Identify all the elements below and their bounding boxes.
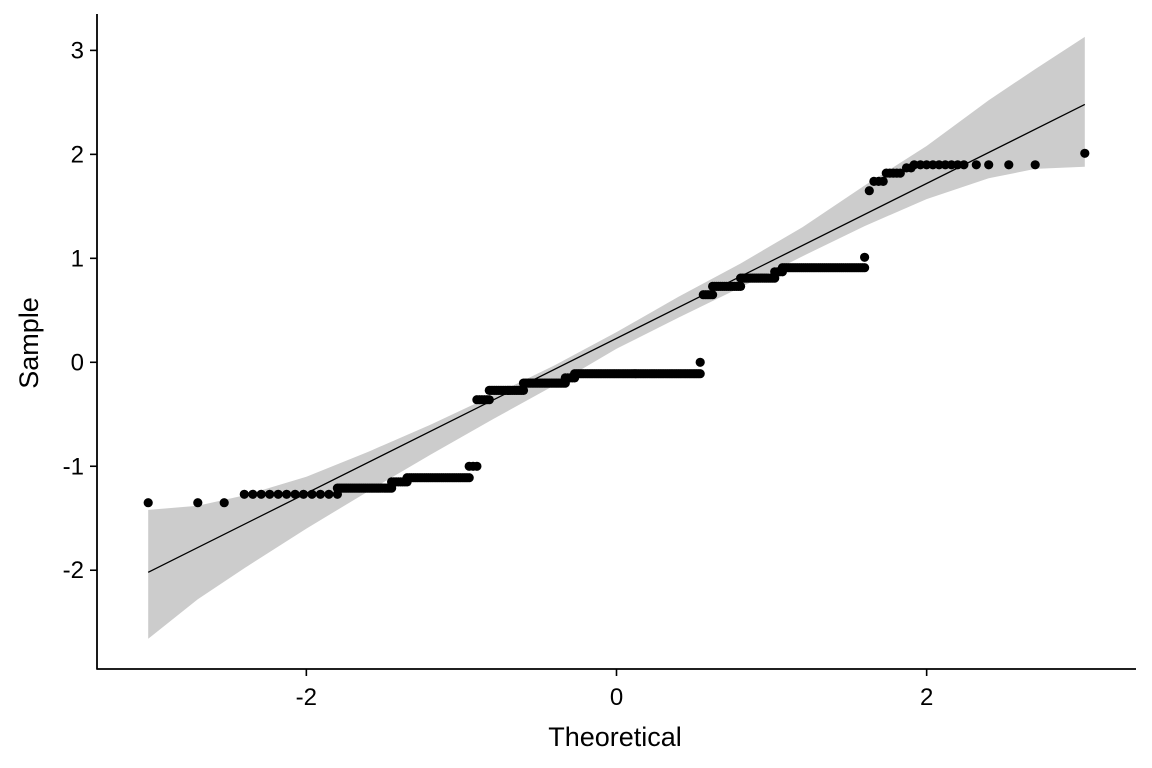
y-tick-label: 3 — [71, 37, 84, 64]
reference-line — [147, 103, 1086, 573]
y-axis-title: Sample — [14, 297, 44, 389]
data-point — [895, 168, 905, 178]
tick-labels-layer: -2 0 2 -2 -1 0 1 2 3 — [63, 37, 934, 711]
data-point — [143, 498, 153, 508]
data-point — [959, 160, 969, 170]
data-point — [239, 489, 249, 499]
y-tick-label: -1 — [63, 453, 84, 480]
data-point — [193, 498, 203, 508]
data-point — [307, 489, 317, 499]
data-point — [984, 160, 994, 170]
axes-layer — [90, 14, 1136, 676]
data-point — [922, 160, 932, 170]
data-point — [315, 489, 325, 499]
data-point — [708, 290, 718, 300]
data-point — [695, 357, 705, 367]
data-point — [282, 489, 292, 499]
data-point — [518, 385, 529, 395]
sample-points-layer — [143, 148, 1090, 508]
data-point — [256, 489, 266, 499]
data-point — [1004, 160, 1014, 170]
data-point — [248, 489, 258, 499]
data-point — [736, 281, 746, 291]
data-point — [265, 489, 275, 499]
y-tick-label: -2 — [63, 557, 84, 584]
y-tick-label: 1 — [71, 245, 84, 272]
reference-line-layer — [147, 103, 1086, 573]
x-axis-title: Theoretical — [548, 722, 682, 752]
data-point — [1080, 148, 1090, 158]
x-tick-label: 0 — [610, 684, 623, 711]
data-point — [860, 263, 870, 273]
data-point — [219, 498, 229, 508]
data-point — [324, 489, 334, 499]
data-point — [290, 489, 300, 499]
data-point — [472, 461, 482, 471]
data-point — [864, 186, 874, 196]
data-point — [878, 176, 888, 186]
y-tick-label: 0 — [71, 349, 84, 376]
data-point — [464, 473, 474, 483]
data-point — [1030, 160, 1040, 170]
data-point — [860, 252, 870, 262]
data-point — [273, 489, 283, 499]
data-point — [484, 395, 494, 405]
x-tick-label: -2 — [296, 684, 317, 711]
y-tick-label: 2 — [71, 141, 84, 168]
data-point — [695, 369, 705, 379]
data-point — [298, 489, 309, 499]
data-point — [971, 160, 981, 170]
x-tick-label: 2 — [920, 684, 933, 711]
